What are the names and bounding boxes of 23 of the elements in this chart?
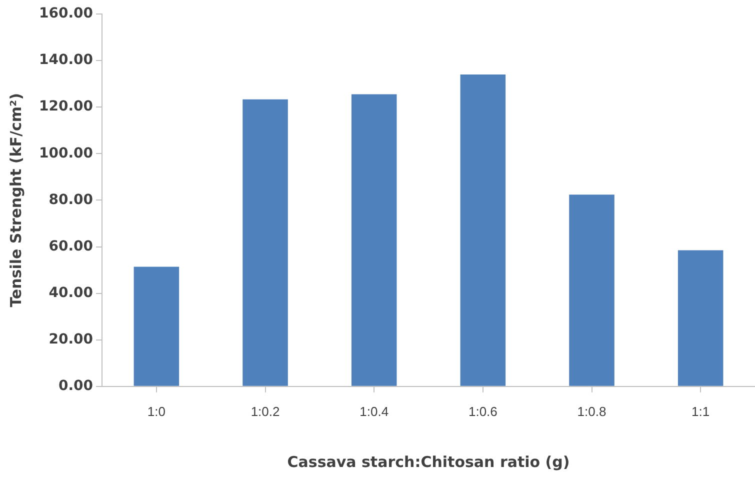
bar bbox=[569, 194, 614, 386]
x-axis-title: Cassava starch:Chitosan ratio (g) bbox=[287, 452, 570, 471]
x-tick-label: 1:0.8 bbox=[577, 404, 606, 419]
x-tick-label: 1:0.2 bbox=[250, 404, 280, 419]
y-tick-label: 100.00 bbox=[38, 145, 94, 162]
x-tick-label: 1:0.4 bbox=[360, 404, 389, 419]
x-tick-label: 1:0 bbox=[147, 404, 166, 419]
bar bbox=[460, 74, 506, 386]
y-tick-label: 120.00 bbox=[38, 98, 94, 115]
bar bbox=[134, 266, 180, 386]
y-tick-label: 60.00 bbox=[48, 238, 94, 254]
y-tick-label: 0.00 bbox=[58, 378, 94, 394]
x-tick-label: 1:0.6 bbox=[468, 404, 498, 419]
y-tick-label: 160.00 bbox=[38, 6, 94, 22]
y-tick-label: 40.00 bbox=[48, 284, 94, 301]
y-tick-label: 140.00 bbox=[38, 52, 94, 68]
y-tick-label: 20.00 bbox=[48, 331, 94, 348]
y-axis-title: Tensile Strenght (kF/cm²) bbox=[6, 93, 25, 308]
y-tick-label: 80.00 bbox=[48, 192, 94, 208]
bar bbox=[351, 94, 397, 386]
x-tick-label: 1:1 bbox=[692, 404, 710, 419]
bar bbox=[678, 250, 724, 386]
bar bbox=[242, 99, 288, 386]
